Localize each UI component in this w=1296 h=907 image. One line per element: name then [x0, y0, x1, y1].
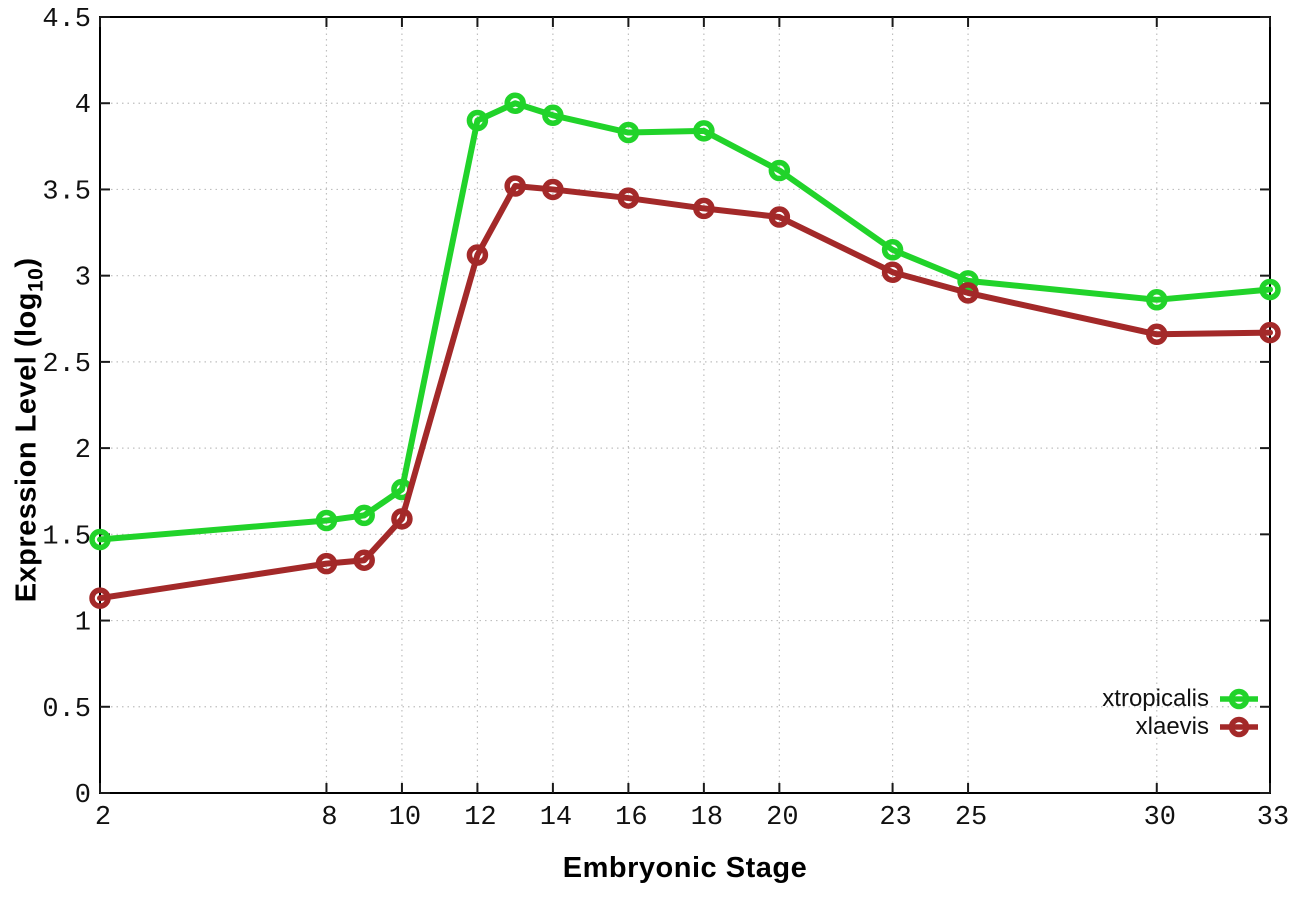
- data-point-xtropicalis-stage-12: [466, 109, 489, 132]
- data-point-xlaevis-stage-25: [957, 282, 979, 304]
- data-point-xlaevis-stage-12: [466, 244, 489, 266]
- data-point-xtropicalis-stage-14: [542, 104, 564, 127]
- tick-marks: [99, 16, 1271, 794]
- data-point-xtropicalis-stage-30: [1146, 289, 1168, 311]
- y-tick-label: 4.5: [42, 5, 91, 35]
- x-tick-label: 16: [615, 803, 647, 833]
- y-tick-label: 3: [75, 264, 91, 294]
- data-point-xlaevis-stage-10: [391, 508, 413, 530]
- data-point-xtropicalis-stage-18: [693, 120, 715, 142]
- data-point-xlaevis-stage-9: [353, 549, 375, 571]
- x-tick-label: 33: [1257, 803, 1289, 833]
- x-tick-label: 8: [321, 803, 337, 833]
- x-tick-label: 20: [766, 803, 798, 833]
- series-xlaevis: [89, 175, 1281, 609]
- x-tick-label: 25: [955, 803, 987, 833]
- y-tick-label: 3.5: [42, 177, 91, 207]
- legend-label-xlaevis: xlaevis: [1135, 713, 1209, 740]
- x-tick-label: 18: [691, 803, 723, 833]
- data-point-xlaevis-stage-18: [693, 197, 715, 220]
- x-tick-label: 2: [95, 803, 111, 833]
- legend-label-xtropicalis: xtropicalis: [1102, 685, 1209, 712]
- x-tick-label: 12: [464, 803, 496, 833]
- data-point-xtropicalis-stage-23: [881, 239, 904, 261]
- legend-marker-icon-xtropicalis: [1220, 688, 1258, 710]
- data-point-xlaevis-stage-2: [89, 587, 111, 609]
- data-point-xlaevis-stage-20: [768, 206, 791, 228]
- data-point-xlaevis-stage-13: [504, 175, 526, 197]
- legend-marker-icon-xlaevis: [1220, 716, 1258, 738]
- data-point-xlaevis-stage-30: [1146, 323, 1168, 346]
- data-point-xtropicalis-stage-25: [957, 270, 979, 292]
- y-tick-label: 0.5: [42, 695, 91, 725]
- data-point-xlaevis-stage-16: [617, 187, 640, 209]
- data-point-xtropicalis-stage-8: [315, 509, 338, 532]
- legend-item-xtropicalis: xtropicalis: [1102, 686, 1260, 712]
- data-point-xtropicalis-stage-33: [1259, 278, 1281, 301]
- series-xtropicalis: [89, 92, 1281, 551]
- y-tick-label: 2.5: [42, 350, 91, 380]
- data-point-xtropicalis-stage-13: [504, 92, 526, 114]
- data-point-xtropicalis-stage-2: [89, 528, 111, 551]
- y-tick-label: 2: [75, 436, 91, 466]
- y-tick-label: 1.5: [42, 522, 91, 552]
- y-tick-label: 1: [75, 609, 91, 639]
- x-axis-title: Embryonic Stage: [562, 852, 808, 884]
- data-point-xlaevis-stage-8: [315, 552, 338, 575]
- plot-border: [99, 16, 1271, 794]
- legend-item-xlaevis: xlaevis: [1136, 714, 1260, 740]
- x-tick-label: 10: [389, 803, 421, 833]
- data-point-xlaevis-stage-14: [542, 178, 564, 201]
- legend: xtropicalis xlaevis: [1102, 686, 1260, 740]
- x-tick-label: 23: [879, 803, 911, 833]
- x-tick-label: 30: [1144, 803, 1176, 833]
- y-tick-label: 0: [75, 781, 91, 811]
- y-tick-label: 4: [75, 91, 91, 121]
- x-tick-label: 14: [540, 803, 572, 833]
- data-point-xtropicalis-stage-9: [353, 504, 375, 527]
- data-point-xlaevis-stage-33: [1259, 321, 1281, 344]
- tick-labels: 2 8 10 12 14 16 18 20 23 25 30 33 0 0.5 1 1.5 2 2.5 3 3.5 4 4…: [42, 5, 1289, 833]
- series-line-xlaevis: [97, 182, 1273, 602]
- data-point-xtropicalis-stage-16: [617, 121, 640, 144]
- data-point-xtropicalis-stage-20: [768, 159, 791, 182]
- data-point-xlaevis-stage-23: [881, 261, 904, 283]
